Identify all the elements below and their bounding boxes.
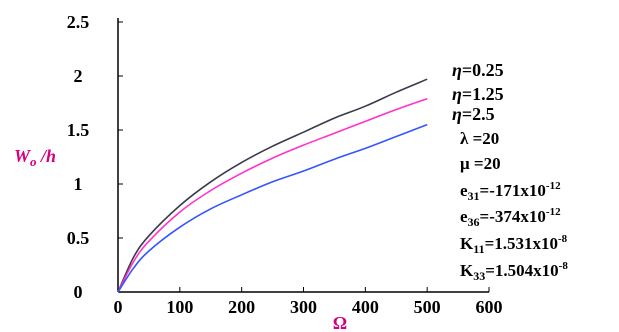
y-axis-label-rest: /h <box>37 146 57 166</box>
x-tick-label: 400 <box>352 297 379 317</box>
series-label-1: η=0.25 <box>452 60 504 80</box>
parameter-2: μ =20 <box>460 154 501 173</box>
tick-labels: 0 0.5 1 1.5 2 2.5 0 100 200 300 400 500 600 <box>67 12 503 317</box>
x-tick-label: 100 <box>166 297 193 317</box>
parameter-5: K11=1.531x10-8 <box>460 233 568 256</box>
y-tick-label: 1.5 <box>67 120 90 140</box>
series-label-3: η=2.5 <box>452 104 495 124</box>
parameter-1: λ =20 <box>460 129 499 148</box>
svg-text:Wo /h: Wo /h <box>14 146 56 169</box>
y-tick-label: 0 <box>74 282 83 302</box>
parameter-4: e36=-374x10-12 <box>460 206 561 229</box>
series-lines <box>117 78 428 293</box>
series-label-2: η=1.25 <box>452 84 504 104</box>
x-tick-label: 200 <box>228 297 255 317</box>
parameter-annotations: λ =20 μ =20 e31=-171x10-12 e36=-374x10-12 K1… <box>460 129 568 283</box>
x-axis-label: Ω <box>333 313 347 332</box>
y-axis-label-main: W <box>14 146 32 166</box>
series-line-1 <box>117 78 428 293</box>
y-tick-label: 2.5 <box>67 12 90 32</box>
parameter-6: K33=1.504x10-8 <box>460 260 568 283</box>
series-labels: η=0.25 η=1.25η=2.5 <box>452 60 504 124</box>
parameter-3: e31=-171x10-12 <box>460 180 561 203</box>
y-axis-label-sub: o <box>30 154 37 169</box>
series-line-2 <box>117 97 428 293</box>
x-tick-label: 300 <box>290 297 317 317</box>
y-axis-label: Wo /h <box>14 146 56 169</box>
x-tick-label: 600 <box>476 297 503 317</box>
axes <box>117 18 490 293</box>
y-tick-label: 1 <box>74 174 83 194</box>
x-tick-label: 500 <box>414 297 441 317</box>
x-tick-label: 0 <box>114 297 123 317</box>
series-line-3 <box>117 123 428 293</box>
y-tick-label: 0.5 <box>67 228 90 248</box>
y-tick-label: 2 <box>74 66 83 86</box>
